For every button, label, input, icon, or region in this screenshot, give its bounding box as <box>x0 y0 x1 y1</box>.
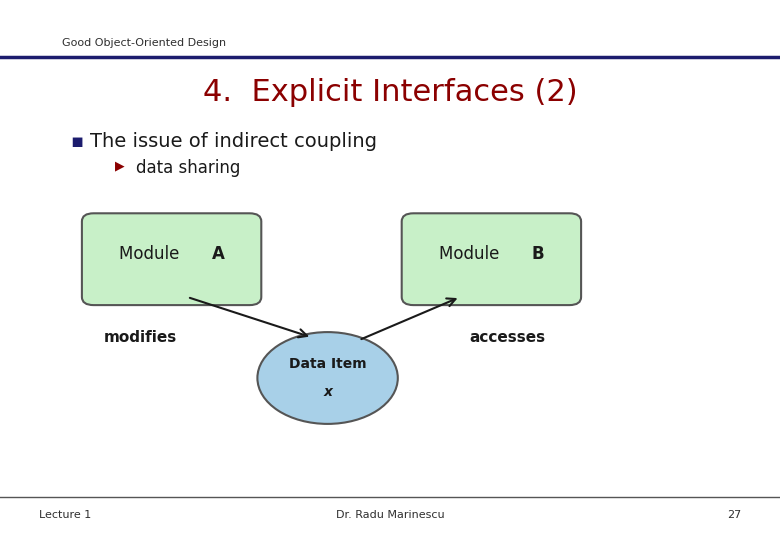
Text: Lecture 1: Lecture 1 <box>39 510 91 521</box>
Text: x: x <box>323 384 332 399</box>
Text: Module: Module <box>439 245 505 263</box>
Text: modifies: modifies <box>104 330 177 345</box>
Text: Good Object-Oriented Design: Good Object-Oriented Design <box>62 38 226 48</box>
Text: Module: Module <box>119 245 185 263</box>
FancyBboxPatch shape <box>402 213 581 305</box>
Ellipse shape <box>257 332 398 424</box>
Text: A: A <box>212 245 225 263</box>
FancyBboxPatch shape <box>82 213 261 305</box>
Text: 27: 27 <box>727 510 741 521</box>
Text: ▶: ▶ <box>115 159 125 172</box>
Text: Data Item: Data Item <box>289 357 367 372</box>
Text: 4.  Explicit Interfaces (2): 4. Explicit Interfaces (2) <box>203 78 577 107</box>
Text: The issue of indirect coupling: The issue of indirect coupling <box>90 132 377 151</box>
Text: data sharing: data sharing <box>136 159 241 177</box>
Text: B: B <box>532 245 544 263</box>
Text: ▪: ▪ <box>70 132 83 151</box>
Text: Dr. Radu Marinescu: Dr. Radu Marinescu <box>335 510 445 521</box>
Text: accesses: accesses <box>469 330 545 345</box>
